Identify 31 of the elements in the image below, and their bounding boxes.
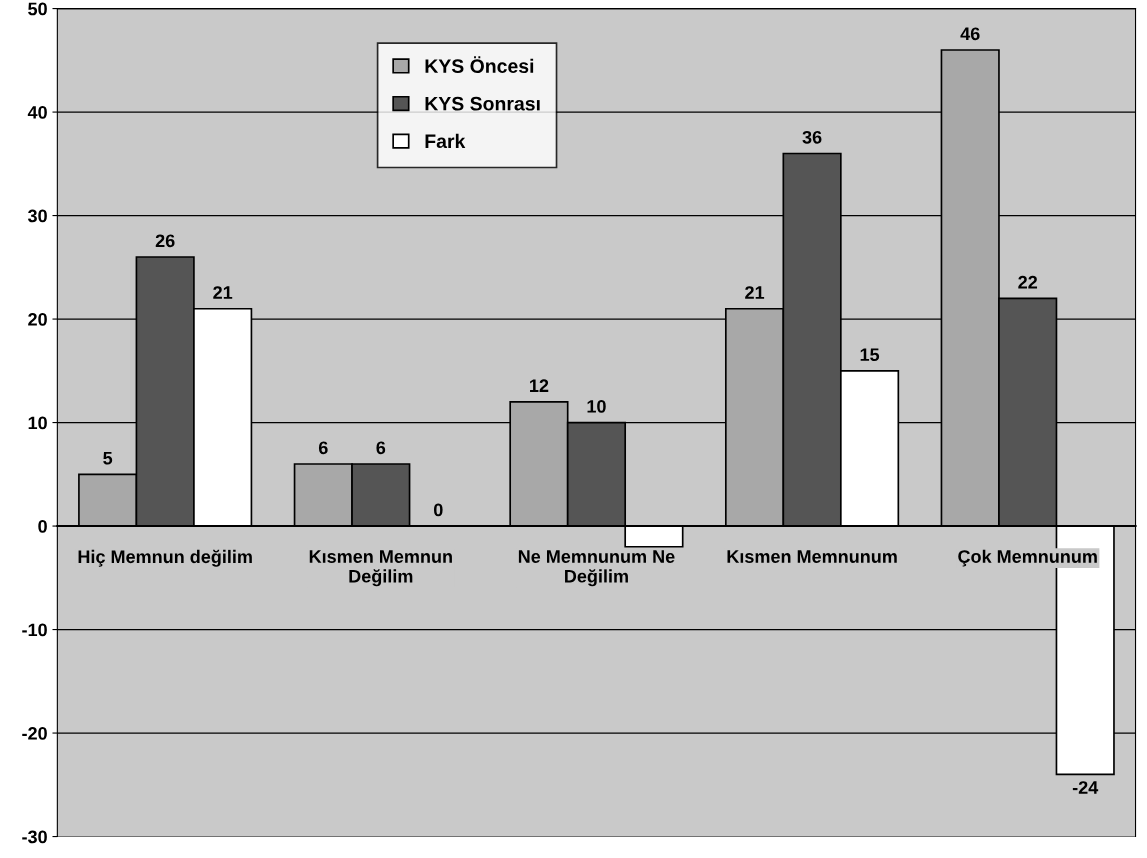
x-tick-label: Kısmen Memnunum <box>727 550 897 563</box>
data-label: 10 <box>587 400 606 413</box>
data-label: -24 <box>1072 781 1099 794</box>
data-label: 46 <box>960 27 980 41</box>
data-label: 21 <box>213 286 233 299</box>
x-tick-label: Hiç Memnun değilim <box>78 549 252 567</box>
y-tick-label: 40 <box>27 106 47 119</box>
data-label: 26 <box>155 234 175 248</box>
y-tick-label: -10 <box>22 623 47 637</box>
data-label: 21 <box>745 286 765 299</box>
y-tick-label: -20 <box>22 726 47 740</box>
y-tick-label: -30 <box>22 830 47 844</box>
data-label: 6 <box>318 441 328 455</box>
x-tick-label: Ne Memnunum Ne Değilim <box>518 550 675 587</box>
x-tick-label: Çok Memnunum <box>958 549 1097 567</box>
x-tick-label: Kısmen Memnun Değilim <box>309 550 452 587</box>
y-tick-label: 0 <box>38 520 47 533</box>
y-tick-label: 20 <box>28 313 47 326</box>
legend-label: Fark <box>425 133 466 149</box>
data-label: 15 <box>860 348 880 362</box>
legend-label: KYS Öncesi <box>425 56 534 73</box>
y-tick-label: 10 <box>28 416 47 430</box>
data-label: 6 <box>376 441 386 455</box>
data-label: 22 <box>1018 275 1038 289</box>
data-label: 0 <box>434 503 443 517</box>
y-tick-label: 30 <box>27 209 47 223</box>
data-label: 5 <box>103 451 113 465</box>
data-label: 36 <box>802 130 822 144</box>
y-tick-label: 50 <box>28 2 47 16</box>
legend-label: KYS Sonrası <box>425 96 540 111</box>
data-label: 12 <box>530 379 549 392</box>
